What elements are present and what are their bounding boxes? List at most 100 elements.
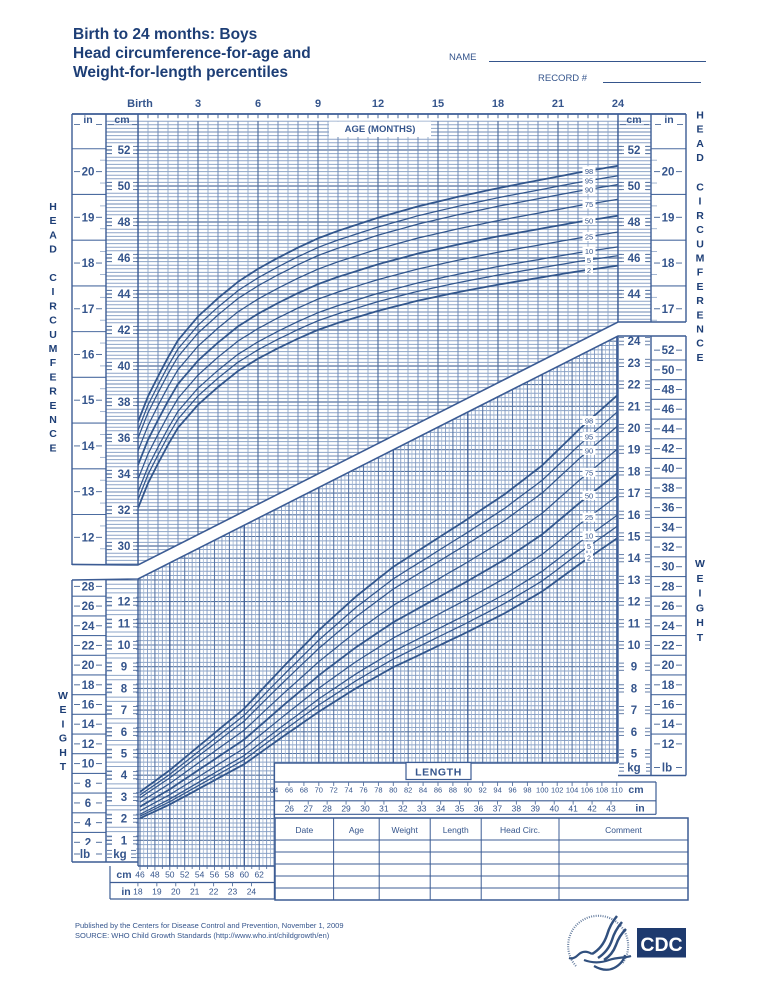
svg-text:2: 2: [587, 554, 591, 563]
svg-text:Comment: Comment: [605, 825, 642, 835]
svg-text:90: 90: [585, 446, 593, 455]
svg-text:H: H: [59, 747, 67, 759]
svg-text:15: 15: [82, 395, 95, 407]
svg-text:C: C: [696, 182, 704, 194]
svg-text:H: H: [696, 617, 704, 629]
svg-text:42: 42: [662, 444, 675, 456]
svg-text:H: H: [49, 201, 57, 213]
svg-text:D: D: [696, 152, 704, 164]
svg-text:52: 52: [628, 145, 641, 157]
svg-text:110: 110: [611, 786, 623, 795]
svg-text:22: 22: [628, 380, 641, 392]
svg-text:24: 24: [247, 887, 257, 897]
svg-text:10: 10: [585, 247, 593, 256]
svg-text:68: 68: [300, 786, 308, 795]
svg-text:50: 50: [628, 181, 641, 193]
svg-text:18: 18: [133, 887, 143, 897]
svg-text:34: 34: [436, 804, 446, 814]
svg-text:20: 20: [82, 167, 95, 179]
svg-text:4: 4: [121, 770, 128, 782]
svg-text:21: 21: [552, 98, 564, 110]
svg-text:94: 94: [493, 786, 501, 795]
svg-text:34: 34: [662, 522, 675, 534]
svg-text:76: 76: [359, 786, 367, 795]
svg-text:10: 10: [118, 640, 131, 652]
svg-text:40: 40: [662, 463, 675, 475]
svg-text:48: 48: [628, 217, 641, 229]
svg-text:3: 3: [195, 98, 201, 110]
svg-text:12: 12: [82, 739, 95, 751]
svg-text:95: 95: [585, 177, 593, 186]
svg-text:104: 104: [566, 786, 579, 795]
svg-text:30: 30: [118, 541, 131, 553]
svg-text:60: 60: [240, 870, 250, 880]
svg-text:8: 8: [631, 683, 638, 695]
svg-text:U: U: [696, 238, 704, 250]
svg-text:20: 20: [628, 423, 641, 435]
svg-text:14: 14: [82, 441, 95, 453]
svg-text:F: F: [697, 267, 704, 279]
svg-text:3: 3: [121, 792, 127, 804]
svg-text:E: E: [696, 573, 703, 585]
svg-text:NAME: NAME: [449, 52, 476, 63]
svg-text:5: 5: [631, 749, 638, 761]
svg-text:37: 37: [493, 804, 503, 814]
svg-text:25: 25: [585, 233, 593, 242]
svg-text:100: 100: [536, 786, 549, 795]
svg-text:E: E: [59, 704, 66, 716]
svg-text:18: 18: [662, 258, 675, 270]
svg-text:10: 10: [585, 532, 593, 541]
svg-text:50: 50: [585, 216, 593, 225]
svg-text:I: I: [699, 196, 702, 208]
svg-text:H: H: [696, 110, 704, 122]
svg-text:24: 24: [628, 336, 641, 348]
svg-text:38: 38: [118, 397, 131, 409]
svg-text:34: 34: [118, 469, 131, 481]
svg-text:30: 30: [662, 562, 675, 574]
svg-text:11: 11: [118, 618, 131, 630]
svg-text:A: A: [696, 138, 704, 150]
svg-text:2: 2: [121, 814, 127, 826]
svg-text:17: 17: [82, 304, 95, 316]
svg-text:38: 38: [662, 483, 675, 495]
svg-text:Head Circ.: Head Circ.: [500, 825, 540, 835]
svg-text:14: 14: [82, 719, 95, 731]
svg-text:46: 46: [135, 870, 145, 880]
svg-text:52: 52: [180, 870, 190, 880]
svg-text:Age: Age: [349, 825, 364, 835]
svg-text:96: 96: [508, 786, 516, 795]
svg-text:16: 16: [82, 349, 95, 361]
svg-text:13: 13: [82, 487, 95, 499]
svg-text:39: 39: [531, 804, 541, 814]
svg-text:42: 42: [118, 325, 131, 337]
svg-text:U: U: [49, 329, 57, 341]
svg-text:in: in: [664, 114, 673, 126]
svg-text:W: W: [58, 690, 68, 702]
svg-text:I: I: [52, 286, 55, 298]
svg-text:24: 24: [612, 98, 625, 110]
svg-text:32: 32: [118, 505, 131, 517]
svg-text:lb: lb: [80, 849, 90, 861]
svg-text:22: 22: [209, 887, 219, 897]
svg-text:108: 108: [596, 786, 609, 795]
svg-text:80: 80: [389, 786, 397, 795]
svg-text:M: M: [49, 343, 58, 355]
svg-text:46: 46: [628, 253, 641, 265]
svg-text:Published by the Centers for D: Published by the Centers for Disease Con…: [75, 921, 343, 930]
svg-text:20: 20: [82, 660, 95, 672]
svg-text:62: 62: [254, 870, 264, 880]
svg-text:52: 52: [662, 345, 675, 357]
svg-text:in: in: [83, 114, 92, 126]
svg-text:48: 48: [662, 385, 675, 397]
svg-text:R: R: [696, 295, 704, 307]
svg-text:50: 50: [585, 491, 593, 500]
svg-text:7: 7: [631, 705, 637, 717]
svg-text:75: 75: [585, 200, 593, 209]
svg-text:20: 20: [662, 660, 675, 672]
svg-text:36: 36: [118, 433, 131, 445]
svg-text:22: 22: [662, 640, 675, 652]
svg-text:E: E: [49, 400, 56, 412]
svg-text:50: 50: [118, 181, 131, 193]
svg-text:12: 12: [82, 532, 95, 544]
svg-text:E: E: [49, 215, 56, 227]
